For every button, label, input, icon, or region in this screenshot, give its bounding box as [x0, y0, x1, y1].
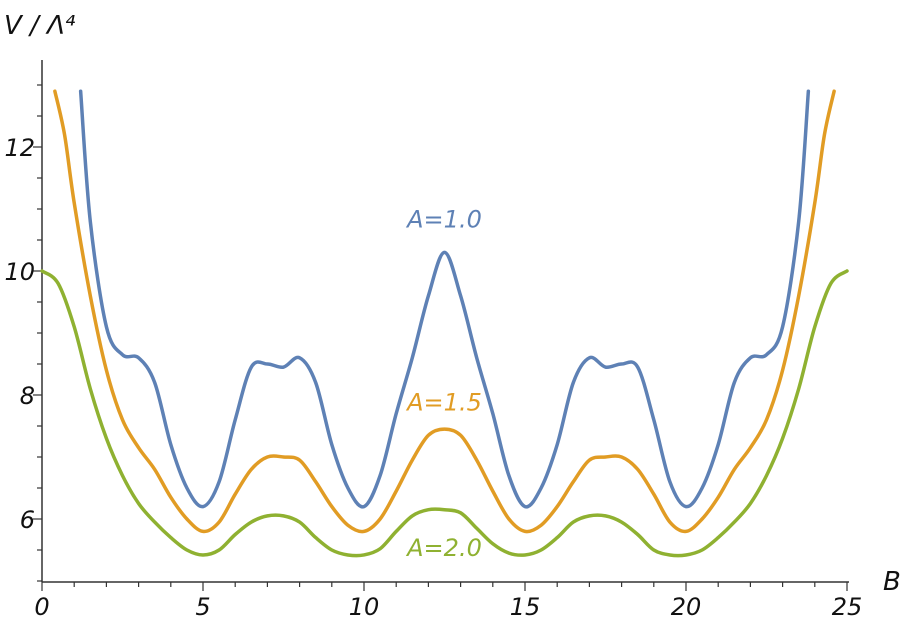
- series-label-3: A=2.0: [405, 534, 482, 562]
- x-tick-label: 10: [349, 593, 380, 621]
- x-tick-label: 20: [671, 593, 702, 621]
- series-line-3: [40, 269, 849, 558]
- x-tick-label: 25: [832, 593, 863, 621]
- series-labels: A=1.0 A=1.5 A=2.0: [405, 206, 482, 563]
- series-label-2: A=1.5: [405, 389, 482, 417]
- series-label-1: A=1.0: [405, 206, 482, 234]
- axes: [41, 60, 849, 583]
- y-tick-label: 10: [4, 258, 35, 286]
- x-axis-label: B: [883, 567, 901, 597]
- x-tick-label: 5: [195, 593, 210, 621]
- x-tick-label: 0: [34, 593, 49, 621]
- series-group: [40, 89, 849, 558]
- y-axis-label: V / Λ⁴: [4, 11, 76, 41]
- ticks: 0 5 10 15 20 25 6 8 10 12: [4, 84, 863, 621]
- y-tick-label: 8: [20, 382, 35, 410]
- x-tick-label: 15: [510, 593, 541, 621]
- y-tick-label: 12: [4, 134, 35, 162]
- y-tick-label: 6: [20, 506, 35, 534]
- series-line-1: [78, 89, 811, 509]
- series-line-2: [53, 89, 836, 534]
